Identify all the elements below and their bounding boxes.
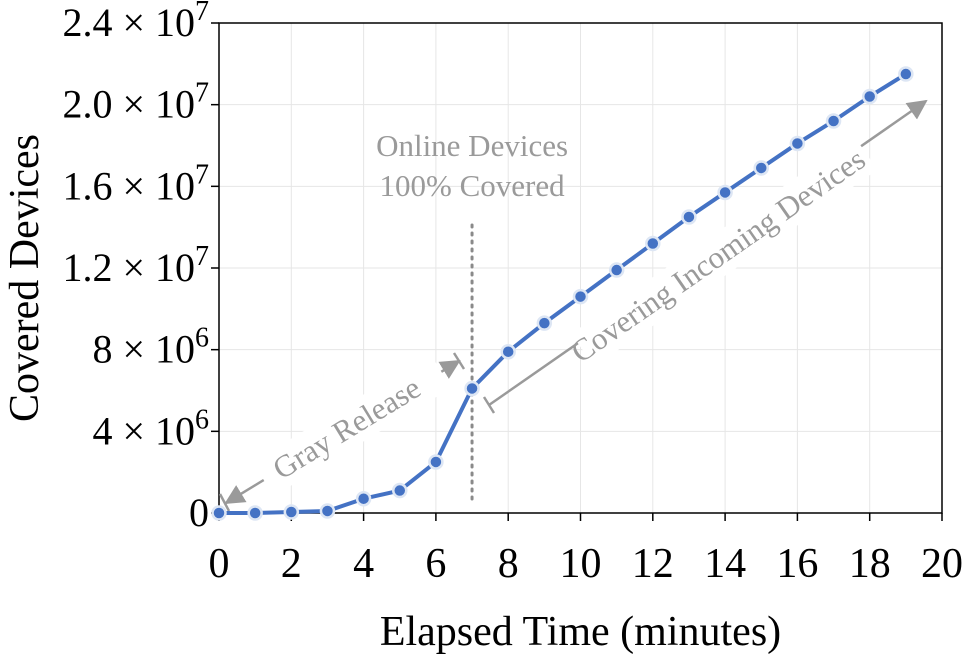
- x-tick-label: 16: [776, 541, 818, 587]
- x-tick-label: 10: [560, 541, 602, 587]
- data-point: [319, 503, 336, 519]
- gray-release-bracket-end: [452, 352, 466, 370]
- annotation-100-covered: 100% Covered: [380, 168, 566, 203]
- y-tick-label: 2.4 × 107: [62, 0, 209, 45]
- y-tick-mantissa: 1.2 × 10: [62, 245, 195, 290]
- y-tick-label: 4 × 106: [92, 404, 209, 453]
- y-tick-mantissa: 8 × 10: [92, 327, 195, 372]
- x-axis-ticks: 0 2 4 6 8 10 12 14 16 18 20: [209, 513, 963, 587]
- y-tick-exponent: 7: [195, 0, 209, 27]
- x-axis-title: Elapsed Time (minutes): [380, 609, 781, 655]
- annotation-gray-release: Gray Release: [267, 370, 427, 486]
- data-point: [753, 160, 769, 176]
- y-tick-mantissa: 1.6 × 10: [62, 163, 195, 208]
- y-tick-exponent: 7: [195, 78, 209, 109]
- plot-frame: [218, 22, 943, 514]
- y-tick-label: 0: [189, 490, 209, 535]
- y-axis-title: Covered Devices: [2, 134, 48, 422]
- data-point: [536, 315, 553, 331]
- data-point: [211, 505, 227, 521]
- data-point: [898, 66, 914, 82]
- data-point: [428, 454, 444, 470]
- annotation-covering-incoming-devices: Covering Incoming Devices: [565, 141, 872, 369]
- y-tick-label: 1.6 × 107: [62, 159, 209, 208]
- data-point: [717, 184, 733, 201]
- y-tick-exponent: 6: [195, 323, 209, 354]
- data-point: [825, 113, 842, 129]
- x-tick-label: 0: [209, 541, 230, 587]
- data-point: [572, 288, 589, 305]
- data-point: [608, 262, 625, 278]
- x-tick-label: 4: [353, 541, 374, 587]
- data-point: [681, 209, 697, 225]
- x-tick-label: 8: [498, 541, 519, 587]
- covering-incoming-bracket-start: [482, 396, 496, 414]
- x-tick-label: 18: [849, 541, 891, 587]
- gray-release-bracket-start: [218, 493, 231, 512]
- y-tick-mantissa: 2.0 × 10: [62, 82, 195, 127]
- data-point: [283, 504, 300, 520]
- y-tick-exponent: 7: [195, 159, 209, 190]
- y-tick-mantissa: 0: [189, 490, 209, 535]
- data-point: [355, 490, 372, 507]
- x-tick-label: 6: [425, 541, 446, 587]
- data-point: [645, 235, 661, 252]
- data-point: [789, 135, 806, 152]
- data-point: [861, 88, 878, 105]
- y-tick-exponent: 6: [195, 404, 209, 435]
- x-tick-label: 14: [704, 541, 746, 587]
- data-points: [211, 66, 914, 521]
- x-tick-label: 20: [921, 541, 963, 587]
- y-tick-mantissa: 2.4 × 10: [62, 0, 195, 45]
- annotation-online-devices: Online Devices: [376, 128, 568, 163]
- data-point: [500, 343, 516, 360]
- data-point: [392, 482, 408, 499]
- y-tick-label: 2.0 × 107: [62, 78, 209, 127]
- data-point: [247, 505, 263, 521]
- y-tick-exponent: 7: [195, 241, 209, 272]
- y-tick-label: 1.2 × 107: [62, 241, 209, 290]
- x-tick-label: 2: [281, 541, 302, 587]
- x-tick-label: 12: [632, 541, 674, 587]
- y-tick-label: 8 × 106: [92, 323, 209, 372]
- y-tick-mantissa: 4 × 10: [92, 408, 195, 453]
- data-point: [464, 380, 480, 397]
